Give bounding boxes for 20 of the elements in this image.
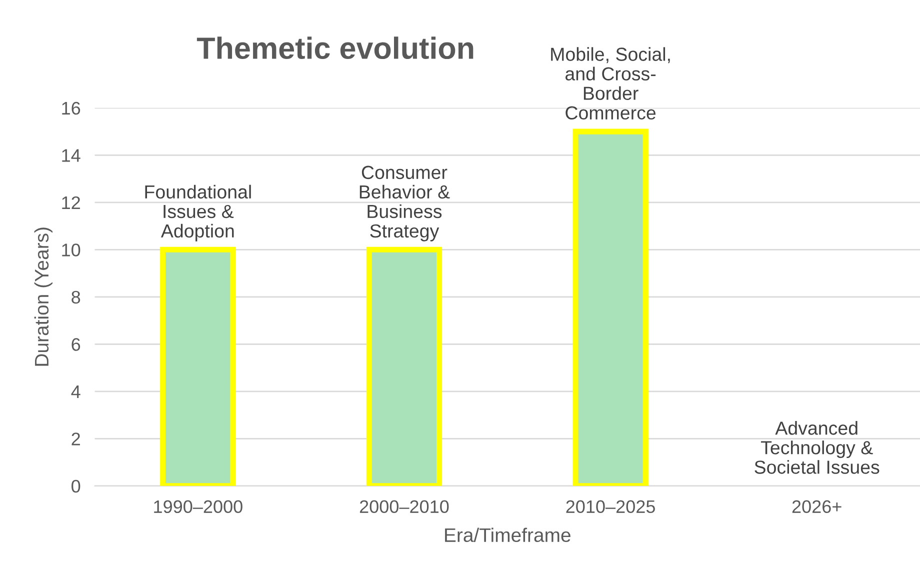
y-tick-label: 16	[62, 102, 80, 115]
chart-title: Themetic evolution	[196, 36, 474, 60]
y-axis-title: Duration (Years)	[34, 228, 52, 366]
annotation: Mobile, Social, and Cross- Border Commerce	[551, 47, 670, 120]
annotation: Foundational Issues & Adoption	[145, 184, 251, 242]
y-tick-label: 14	[62, 149, 80, 162]
y-tick-label: 6	[72, 338, 80, 351]
x-tick-label: 2010–2025	[566, 500, 655, 514]
annotation: Advanced Technology & Societal Issues	[754, 421, 880, 474]
x-tick-label: 1990–2000	[154, 500, 242, 514]
y-tick-label: 2	[72, 432, 80, 446]
y-tick-label: 0	[72, 480, 80, 493]
x-tick-label: 2000–2010	[360, 500, 449, 514]
x-tick-label: 2026+	[792, 500, 842, 514]
y-tick-label: 8	[72, 290, 80, 304]
y-tick-label: 10	[62, 244, 80, 256]
y-tick-label: 4	[71, 386, 80, 398]
annotation: Consumer Behavior & Business Strategy	[360, 166, 450, 242]
y-tick-label: 12	[62, 196, 80, 209]
x-axis-title: Era/Timeframe	[445, 528, 570, 542]
